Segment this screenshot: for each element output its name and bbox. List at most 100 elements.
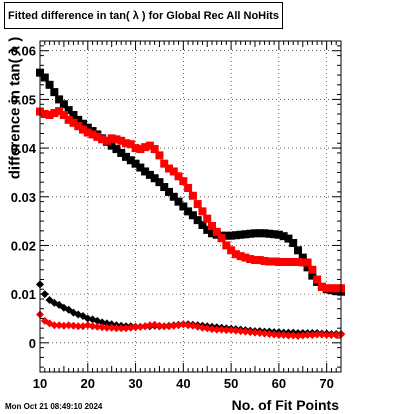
data-point xyxy=(255,256,264,265)
data-point xyxy=(112,145,121,154)
data-point xyxy=(332,331,341,340)
data-point xyxy=(136,145,145,154)
y-axis-label: difference in tan( λ ) xyxy=(6,36,24,180)
data-point xyxy=(55,321,64,330)
data-point xyxy=(165,187,173,196)
data-point xyxy=(298,253,307,262)
data-point xyxy=(198,220,207,229)
data-point xyxy=(317,330,326,339)
data-point xyxy=(155,178,164,187)
data-point xyxy=(165,164,173,173)
data-point xyxy=(246,229,255,238)
data-point xyxy=(303,258,312,267)
data-point xyxy=(188,191,197,200)
data-point xyxy=(69,118,78,127)
data-point xyxy=(279,232,288,241)
data-point xyxy=(155,151,164,160)
data-point xyxy=(203,214,212,223)
data-point xyxy=(303,263,312,272)
data-point xyxy=(74,322,83,331)
data-point xyxy=(303,331,312,340)
data-point xyxy=(298,331,307,340)
data-point xyxy=(255,229,264,238)
data-point xyxy=(265,330,274,339)
data-point xyxy=(265,257,274,266)
data-point xyxy=(274,257,283,266)
data-point xyxy=(50,109,59,118)
data-point xyxy=(279,257,288,266)
data-point xyxy=(313,275,322,284)
data-point xyxy=(260,257,269,266)
data-point xyxy=(270,330,279,339)
data-point xyxy=(251,229,259,238)
y-tick-label: 0.02 xyxy=(11,238,36,253)
data-point xyxy=(251,328,259,337)
data-point xyxy=(50,88,59,97)
timestamp: Mon Oct 21 08:49:10 2024 xyxy=(5,402,103,411)
data-marks xyxy=(36,68,345,340)
data-point xyxy=(165,322,173,331)
data-point xyxy=(169,167,178,176)
x-axis-label: No. of Fit Points xyxy=(231,397,339,413)
data-point xyxy=(236,230,245,239)
data-point xyxy=(308,271,317,280)
data-point xyxy=(208,229,216,238)
data-point xyxy=(212,325,221,334)
data-point xyxy=(150,145,159,154)
data-point xyxy=(231,326,240,335)
y-tick-label: 0 xyxy=(29,336,36,351)
data-point xyxy=(265,229,274,238)
data-point xyxy=(174,197,183,206)
data-point xyxy=(107,323,116,332)
data-point xyxy=(274,331,283,340)
data-point xyxy=(212,227,221,236)
x-tick-label: 40 xyxy=(176,376,190,391)
data-point xyxy=(203,225,212,234)
data-point xyxy=(150,174,159,183)
data-point xyxy=(88,322,97,331)
data-point xyxy=(59,321,68,330)
data-point xyxy=(88,130,97,139)
data-point xyxy=(327,284,336,293)
data-point xyxy=(64,106,73,115)
data-point xyxy=(93,322,102,331)
data-point xyxy=(317,282,326,291)
data-point xyxy=(184,207,193,216)
data-point xyxy=(169,192,178,201)
data-point xyxy=(279,331,288,340)
data-point xyxy=(198,207,207,216)
data-point xyxy=(122,139,130,148)
data-point xyxy=(227,246,236,255)
data-point xyxy=(260,229,269,238)
data-point xyxy=(107,141,116,150)
y-tick-label: 0.01 xyxy=(11,287,36,302)
chart-title: Fitted difference in tan( λ ) for Global… xyxy=(4,2,283,29)
data-point xyxy=(236,252,245,261)
y-tick-label: 0.06 xyxy=(11,44,36,59)
x-tick-label: 30 xyxy=(128,376,142,391)
data-point xyxy=(246,328,255,337)
data-point xyxy=(289,257,298,266)
plot-frame xyxy=(39,40,342,373)
data-point xyxy=(332,284,341,293)
data-point xyxy=(327,331,336,340)
data-point xyxy=(83,123,92,132)
y-tick-label: 0.05 xyxy=(11,92,36,107)
data-point xyxy=(141,167,150,176)
data-point xyxy=(102,136,111,145)
data-point xyxy=(79,119,87,128)
data-point xyxy=(193,200,202,209)
data-point xyxy=(126,140,135,149)
data-point xyxy=(112,324,121,333)
data-point xyxy=(241,327,250,336)
data-point xyxy=(93,132,102,141)
data-point xyxy=(241,230,250,239)
data-point xyxy=(298,258,307,267)
data-point xyxy=(193,216,202,225)
data-point xyxy=(160,183,169,192)
data-point xyxy=(45,110,54,119)
data-point xyxy=(98,323,107,332)
data-point xyxy=(40,73,49,82)
data-point xyxy=(117,324,126,333)
data-point xyxy=(251,256,259,265)
